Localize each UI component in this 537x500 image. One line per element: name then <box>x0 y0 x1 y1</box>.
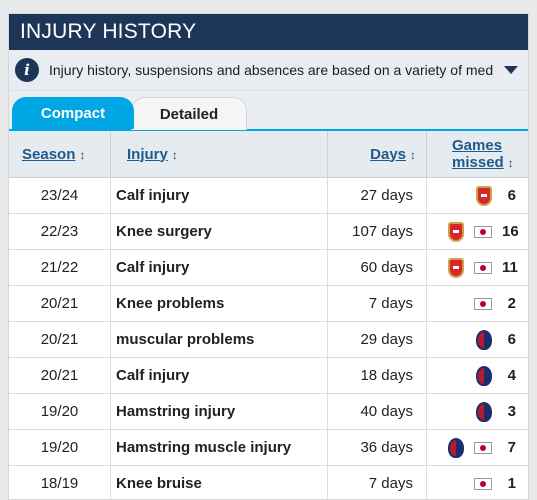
games-missed-cell: 6 <box>426 177 528 214</box>
japan-flag-icon[interactable] <box>474 225 492 238</box>
days-cell: 29 days <box>327 321 427 358</box>
page-title: INJURY HISTORY <box>20 20 197 43</box>
injury-cell: Knee bruise <box>110 465 328 499</box>
games-missed-count: 16 <box>502 223 519 240</box>
games-missed-count: 3 <box>507 403 516 420</box>
column-header-days[interactable]: Days ↕ <box>327 131 427 178</box>
days-cell: 27 days <box>327 177 427 214</box>
season-cell: 19/20 <box>9 429 111 466</box>
tab-detailed[interactable]: Detailed <box>131 97 247 130</box>
bologna-crest-icon[interactable] <box>448 437 464 458</box>
days-cell: 7 days <box>327 285 427 322</box>
chevron-down-icon[interactable] <box>504 66 518 74</box>
games-missed-cell: 3 <box>426 393 528 430</box>
info-disclaimer[interactable]: i Injury history, suspensions and absenc… <box>9 50 528 91</box>
games-missed-cell: 6 <box>426 321 528 358</box>
season-cell: 19/20 <box>9 393 111 430</box>
table-row: 22/23 Knee surgery 107 days 16 <box>9 213 528 250</box>
games-missed-cell: 4 <box>426 357 528 394</box>
days-cell: 18 days <box>327 357 427 394</box>
injury-cell: muscular problems <box>110 321 328 358</box>
column-header-injury[interactable]: Injury ↕ <box>110 131 328 178</box>
sort-icon[interactable]: ↕ <box>507 156 514 170</box>
games-missed-count: 4 <box>507 367 516 384</box>
games-missed-count: 6 <box>507 187 516 204</box>
season-cell: 20/21 <box>9 321 111 358</box>
games-missed-count: 11 <box>502 259 518 276</box>
days-cell: 107 days <box>327 213 427 250</box>
days-cell: 60 days <box>327 249 427 286</box>
games-missed-cell: 16 <box>426 213 528 250</box>
japan-flag-icon[interactable] <box>474 477 492 490</box>
injury-cell: Knee problems <box>110 285 328 322</box>
table-row: 19/20 Hamstring muscle injury 36 days 7 <box>9 429 528 466</box>
injury-cell: Calf injury <box>110 357 328 394</box>
games-missed-cell: 1 <box>426 465 528 499</box>
japan-flag-icon[interactable] <box>474 297 492 310</box>
info-text: Injury history, suspensions and absences… <box>49 62 494 78</box>
table-row: 20/21 muscular problems 29 days 6 <box>9 321 528 358</box>
table-header-row: Season ↕ Injury ↕ Days ↕ Games missed ↕ <box>9 131 528 178</box>
season-cell: 20/21 <box>9 285 111 322</box>
arsenal-crest-icon[interactable] <box>448 221 464 242</box>
table-row: 20/21 Knee problems 7 days 2 <box>9 285 528 322</box>
table-row: 20/21 Calf injury 18 days 4 <box>9 357 528 394</box>
season-cell: 21/22 <box>9 249 111 286</box>
arsenal-crest-icon[interactable] <box>476 185 492 206</box>
japan-flag-icon[interactable] <box>474 261 492 274</box>
bologna-crest-icon[interactable] <box>476 401 492 422</box>
injury-cell: Calf injury <box>110 177 328 214</box>
season-cell: 18/19 <box>9 465 111 499</box>
injury-cell: Calf injury <box>110 249 328 286</box>
bologna-crest-icon[interactable] <box>476 365 492 386</box>
table-row: 18/19 Knee bruise 7 days 1 <box>9 465 528 499</box>
days-cell: 36 days <box>327 429 427 466</box>
days-cell: 7 days <box>327 465 427 499</box>
season-cell: 22/23 <box>9 213 111 250</box>
column-header-season[interactable]: Season ↕ <box>9 131 111 178</box>
arsenal-crest-icon[interactable] <box>448 257 464 278</box>
games-missed-count: 1 <box>507 475 516 492</box>
column-header-games-missed[interactable]: Games missed ↕ <box>426 131 528 178</box>
games-missed-cell: 7 <box>426 429 528 466</box>
games-missed-cell: 2 <box>426 285 528 322</box>
injury-history-card: INJURY HISTORY i Injury history, suspens… <box>8 13 529 500</box>
games-missed-cell: 11 <box>426 249 528 286</box>
bologna-crest-icon[interactable] <box>476 329 492 350</box>
sort-icon[interactable]: ↕ <box>410 147 416 162</box>
injury-table: Season ↕ Injury ↕ Days ↕ Games missed ↕ 23/2… <box>9 131 528 499</box>
days-cell: 40 days <box>327 393 427 430</box>
table-row: 19/20 Hamstring injury 40 days 3 <box>9 393 528 430</box>
sort-icon[interactable]: ↕ <box>171 147 178 162</box>
tab-compact[interactable]: Compact <box>12 97 134 129</box>
table-row: 21/22 Calf injury 60 days 11 <box>9 249 528 286</box>
table-row: 23/24 Calf injury 27 days 6 <box>9 177 528 214</box>
view-tabs: Detailed Compact <box>9 91 528 131</box>
injury-cell: Hamstring muscle injury <box>110 429 328 466</box>
season-cell: 23/24 <box>9 177 111 214</box>
season-cell: 20/21 <box>9 357 111 394</box>
title-bar: INJURY HISTORY <box>9 14 528 50</box>
injury-cell: Knee surgery <box>110 213 328 250</box>
info-icon: i <box>15 58 39 82</box>
games-missed-count: 6 <box>507 331 516 348</box>
sort-icon[interactable]: ↕ <box>79 147 86 162</box>
injury-cell: Hamstring injury <box>110 393 328 430</box>
games-missed-count: 2 <box>507 295 516 312</box>
japan-flag-icon[interactable] <box>474 441 492 454</box>
games-missed-count: 7 <box>507 439 516 456</box>
